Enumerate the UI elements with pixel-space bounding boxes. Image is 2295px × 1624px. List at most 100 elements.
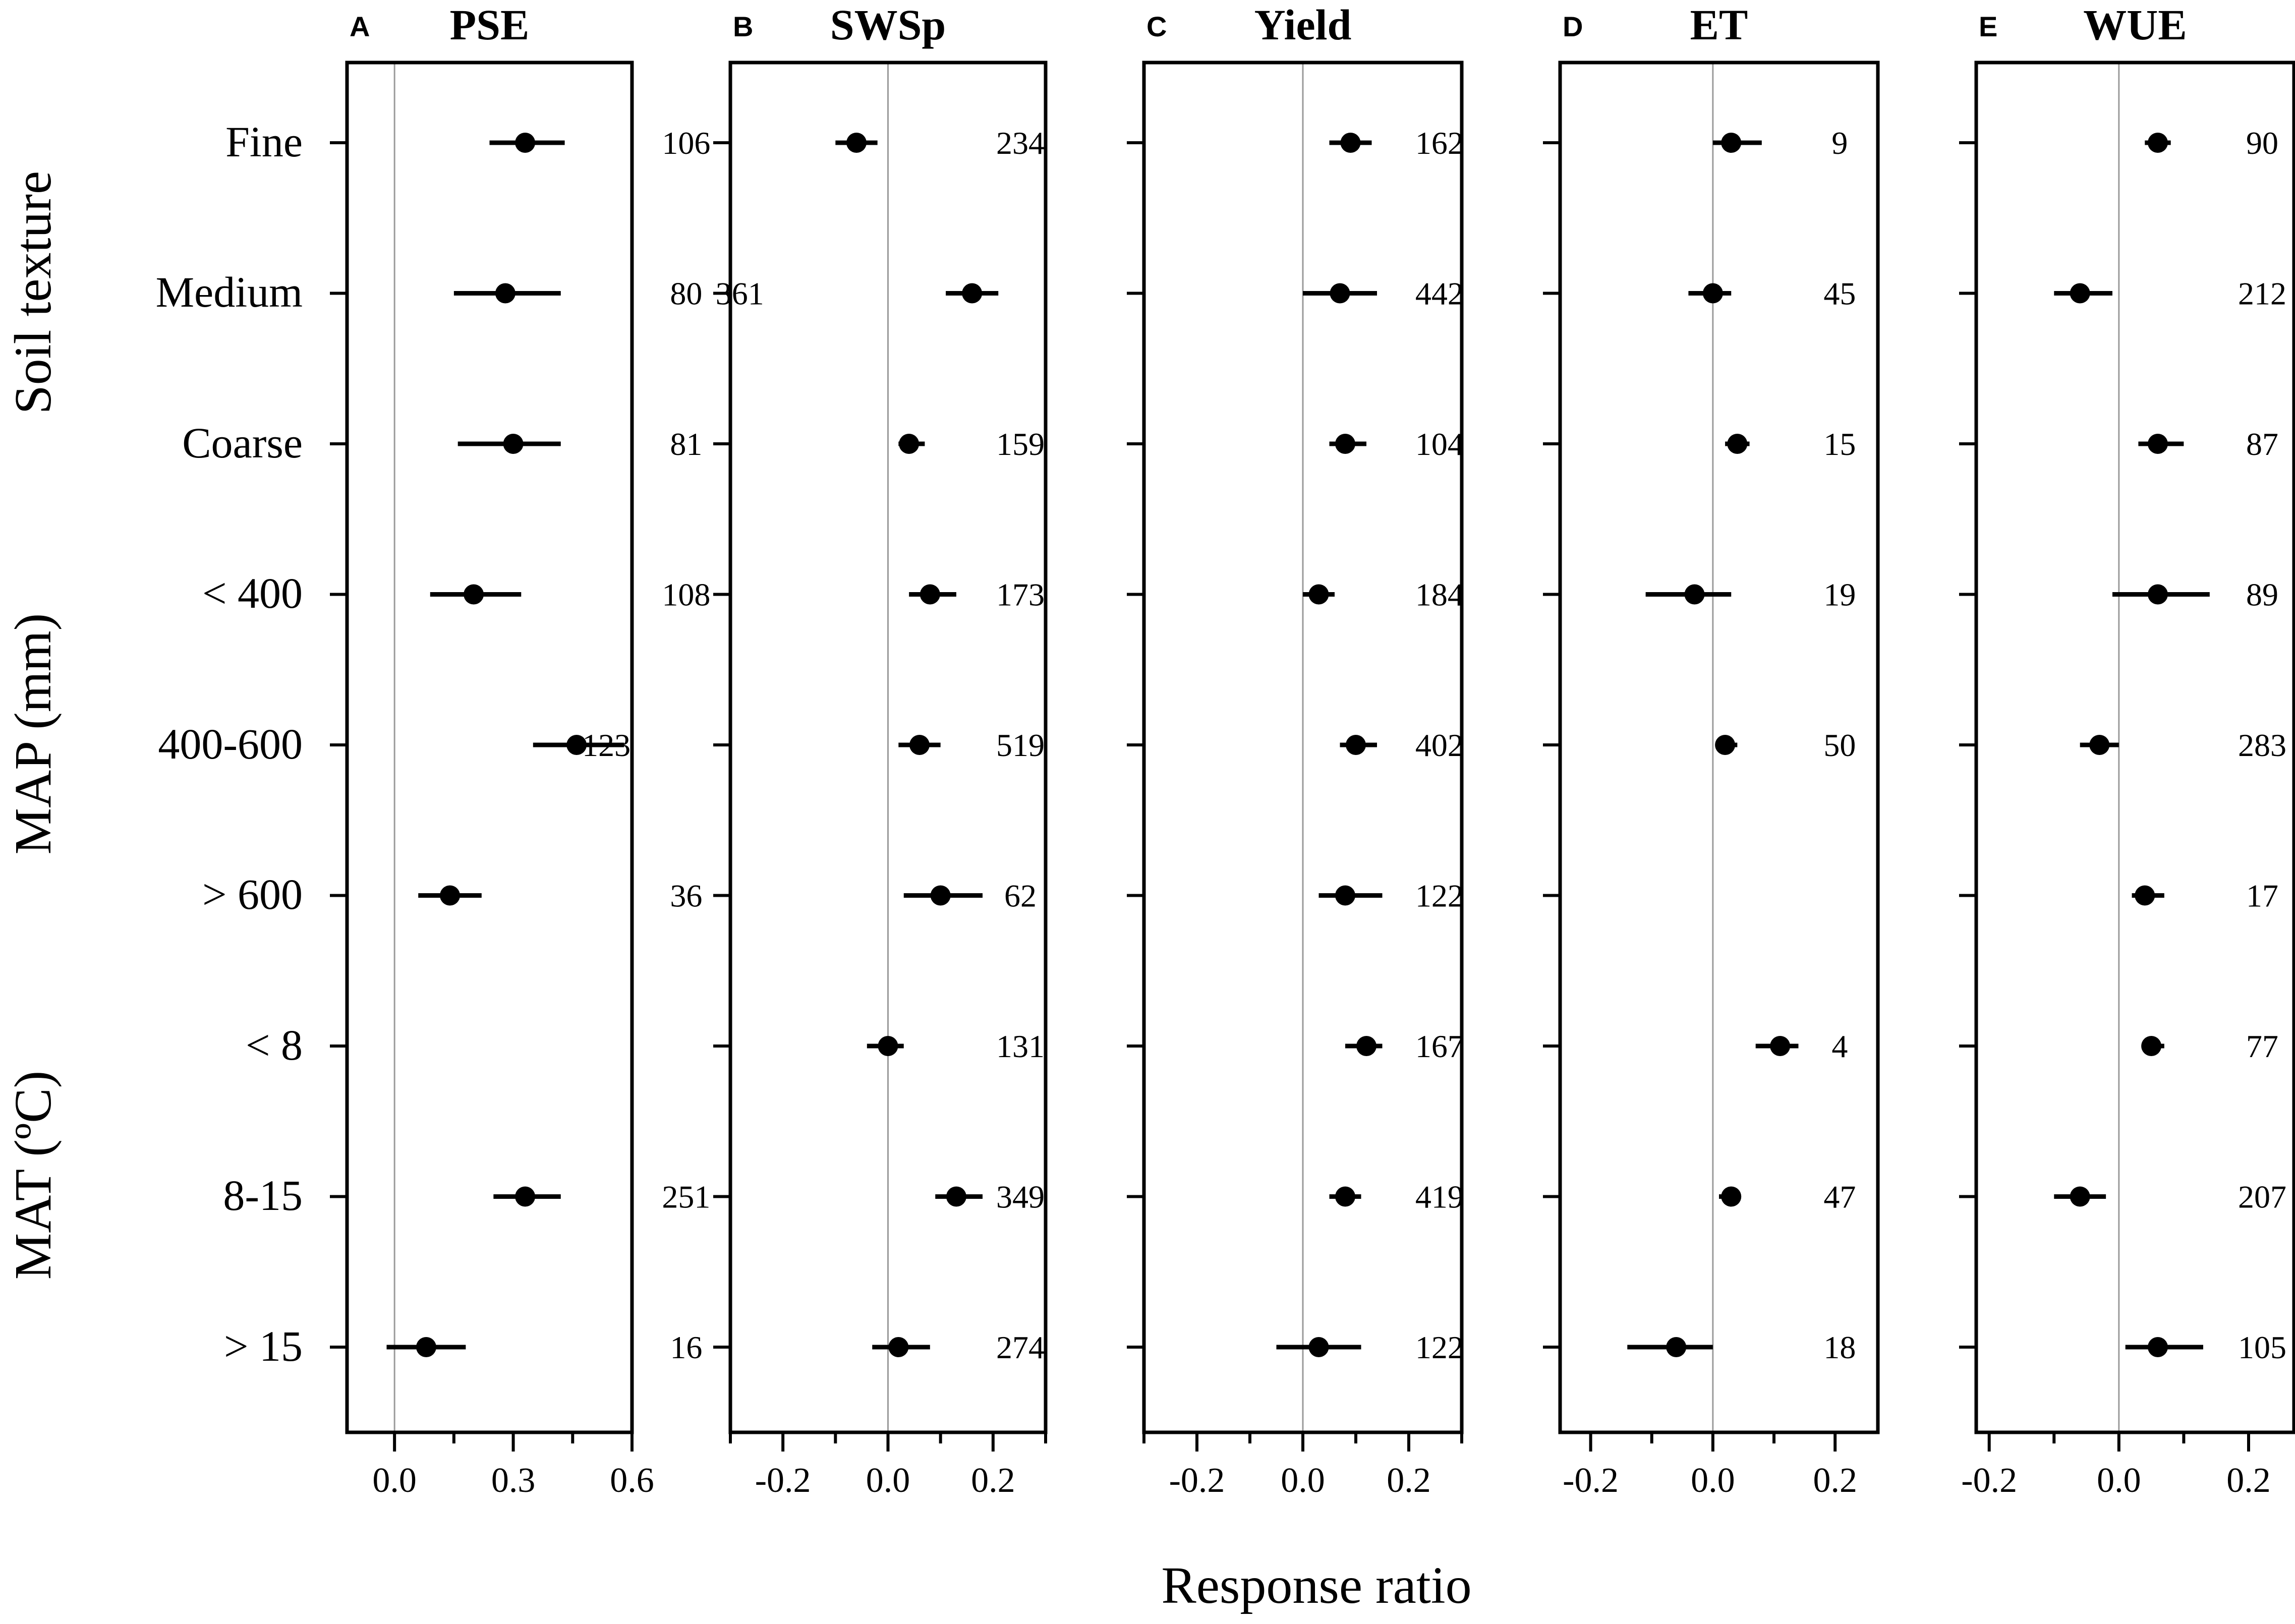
mean-point [1308,584,1329,605]
sample-size-label: 122 [1415,1329,1464,1365]
mean-point [846,133,867,153]
panel-swsp: B SWSp -0.2 0.0 0.2 234 361 159 173 519 62 131 349 27… [713,1,1048,1500]
sample-size-label: 159 [996,426,1045,462]
sample-size-label: 361 [716,276,764,312]
x-tick-label: 0.3 [491,1461,536,1500]
sample-size-label: 123 [582,727,630,763]
panels: A PSE 0.0 0.3 0.6 106 80 81 108 123 36 251 16 B SWSp -0… [330,1,2295,1500]
panel-pse: A PSE 0.0 0.3 0.6 106 80 81 108 123 36 251 16 [330,1,710,1500]
sample-size-label: 15 [1823,426,1856,462]
group-labels: Soil texture MAP (mm) MAT (ºC) [4,171,62,1280]
sample-size-label: 122 [1415,878,1464,914]
mean-point [920,584,940,605]
sample-size-label: 47 [1823,1179,1856,1215]
sample-size-label: 212 [2238,276,2286,312]
sample-size-label: 87 [2246,426,2278,462]
panel-wue: E WUE -0.2 0.0 0.2 90 212 87 89 283 17 77 207 105 [1959,1,2295,1500]
data-point-group: 77 [2141,1028,2278,1064]
sample-size-label: 77 [2246,1028,2278,1064]
data-point-group: 122 [1276,1329,1464,1365]
sample-size-label: 19 [1823,577,1856,613]
sample-size-label: 283 [2238,727,2286,763]
panel-title: PSE [450,1,530,49]
x-tick-label: 0.0 [372,1461,417,1500]
mean-point [962,283,983,304]
data-point-group: 81 [457,426,702,462]
panel-et: D ET -0.2 0.0 0.2 9 45 15 19 50 4 47 18 [1543,1,1880,1500]
data-point-group: 47 [1719,1179,1856,1215]
sample-size-label: 18 [1823,1329,1856,1365]
panel-frame [345,61,634,1434]
x-tick-label: 0.2 [971,1461,1015,1500]
sample-size-label: 349 [996,1179,1045,1215]
mean-point [1335,1186,1355,1207]
mean-point [1702,283,1723,304]
data-point-group: 159 [898,426,1045,462]
data-point-group: 251 [493,1179,710,1215]
data-point-group: 105 [2125,1329,2286,1365]
x-tick-label: 0.2 [1813,1461,1857,1500]
mean-point [440,885,461,906]
data-point-group: 162 [1329,125,1464,161]
data-point-group: 184 [1303,577,1464,613]
data-point-group: 104 [1329,426,1464,462]
row-label-map-400-600: 400-600 [158,720,303,768]
row-label-fine: Fine [225,118,303,166]
sample-size-label: 173 [996,577,1045,613]
data-point-group: 106 [489,125,710,161]
x-axis-title: Response ratio [1161,1556,1471,1614]
data-point-group: 173 [909,577,1045,613]
sample-size-label: 106 [662,125,710,161]
panel-title: SWSp [830,1,946,49]
mean-point [1727,434,1748,454]
panel-title: Yield [1254,1,1352,49]
sample-size-label: 251 [662,1179,710,1215]
mean-point [2148,133,2168,153]
row-label-mat-gt-15: > 15 [224,1322,303,1370]
x-tick-label: 0.0 [866,1461,910,1500]
data-point-group: 207 [2054,1179,2286,1215]
data-point-group: 16 [386,1329,702,1365]
mean-point [1770,1036,1791,1056]
x-tick-label: 0.0 [2097,1461,2141,1500]
mean-point [878,1036,898,1056]
panel-title: ET [1690,1,1748,49]
mean-point [1335,885,1355,906]
x-tick-label: -0.2 [755,1461,811,1500]
data-point-group: 402 [1340,727,1464,763]
mean-point [1684,584,1705,605]
data-point-group: 9 [1712,125,1848,161]
sample-size-label: 108 [662,577,710,613]
mean-point [899,434,920,454]
sample-size-label: 45 [1823,276,1856,312]
mean-point [566,735,587,755]
panel-letter: D [1563,11,1583,42]
x-tick-label: -0.2 [1961,1461,2017,1500]
data-point-group: 50 [1715,727,1856,763]
data-point-group: 519 [898,727,1045,763]
group-label-soil-texture: Soil texture [4,171,62,414]
panel-letter: E [1979,11,1997,42]
row-label-mat-8-15: 8-15 [223,1171,303,1220]
mean-point [2070,1186,2090,1207]
data-point-group: 419 [1329,1179,1464,1215]
mean-point [1330,283,1350,304]
data-point-group: 122 [1318,878,1464,914]
sample-size-label: 17 [2246,878,2278,914]
mean-point [946,1186,966,1207]
x-tick-label: 0.6 [610,1461,654,1500]
data-point-group: 36 [418,878,702,914]
x-tick-label: -0.2 [1563,1461,1619,1500]
row-label-coarse: Coarse [182,419,303,467]
data-point-group: 90 [2145,125,2278,161]
x-tick-label: 0.0 [1691,1461,1735,1500]
data-point-group: 167 [1345,1028,1464,1064]
sample-size-label: 62 [1004,878,1037,914]
data-point-group: 442 [1303,276,1464,312]
sample-size-label: 104 [1415,426,1464,462]
sample-size-label: 402 [1415,727,1464,763]
data-point-group: 17 [2132,878,2278,914]
sample-size-label: 81 [670,426,702,462]
